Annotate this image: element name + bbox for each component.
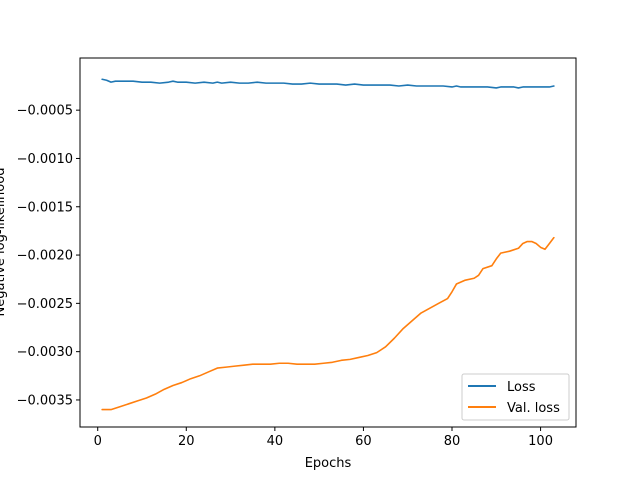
x-axis-label: Epochs [305, 456, 352, 471]
series-layer [101, 78, 555, 411]
legend: Loss Val. loss [461, 373, 570, 421]
y-axis-ticks: −0.0035 −0.0030 −0.0025 −0.0020 −0.0015 −0.00… [17, 104, 80, 408]
y-tick-label: −0.0030 [17, 345, 73, 360]
series-line-val-loss [101, 236, 555, 411]
x-tick-label: 80 [444, 434, 461, 449]
y-axis-label: Negative log-likelihood [0, 168, 8, 317]
y-tick-label: −0.0035 [17, 393, 73, 408]
legend-label-val-loss: Val. loss [507, 401, 560, 416]
y-tick-label: −0.0005 [17, 104, 73, 119]
x-tick-label: 20 [178, 434, 195, 449]
y-tick-label: −0.0015 [17, 200, 73, 215]
y-tick-label: −0.0010 [17, 152, 73, 167]
y-tick-label: −0.0025 [17, 297, 73, 312]
x-tick-label: 100 [528, 434, 553, 449]
series-line-loss [101, 78, 555, 89]
x-tick-label: 40 [267, 434, 284, 449]
y-tick-label: −0.0020 [17, 249, 73, 264]
x-axis-ticks: 0 20 40 60 80 100 [94, 427, 553, 449]
x-tick-label: 0 [94, 434, 102, 449]
legend-label-loss: Loss [507, 380, 536, 395]
plot-frame [79, 57, 577, 428]
x-tick-label: 60 [355, 434, 372, 449]
